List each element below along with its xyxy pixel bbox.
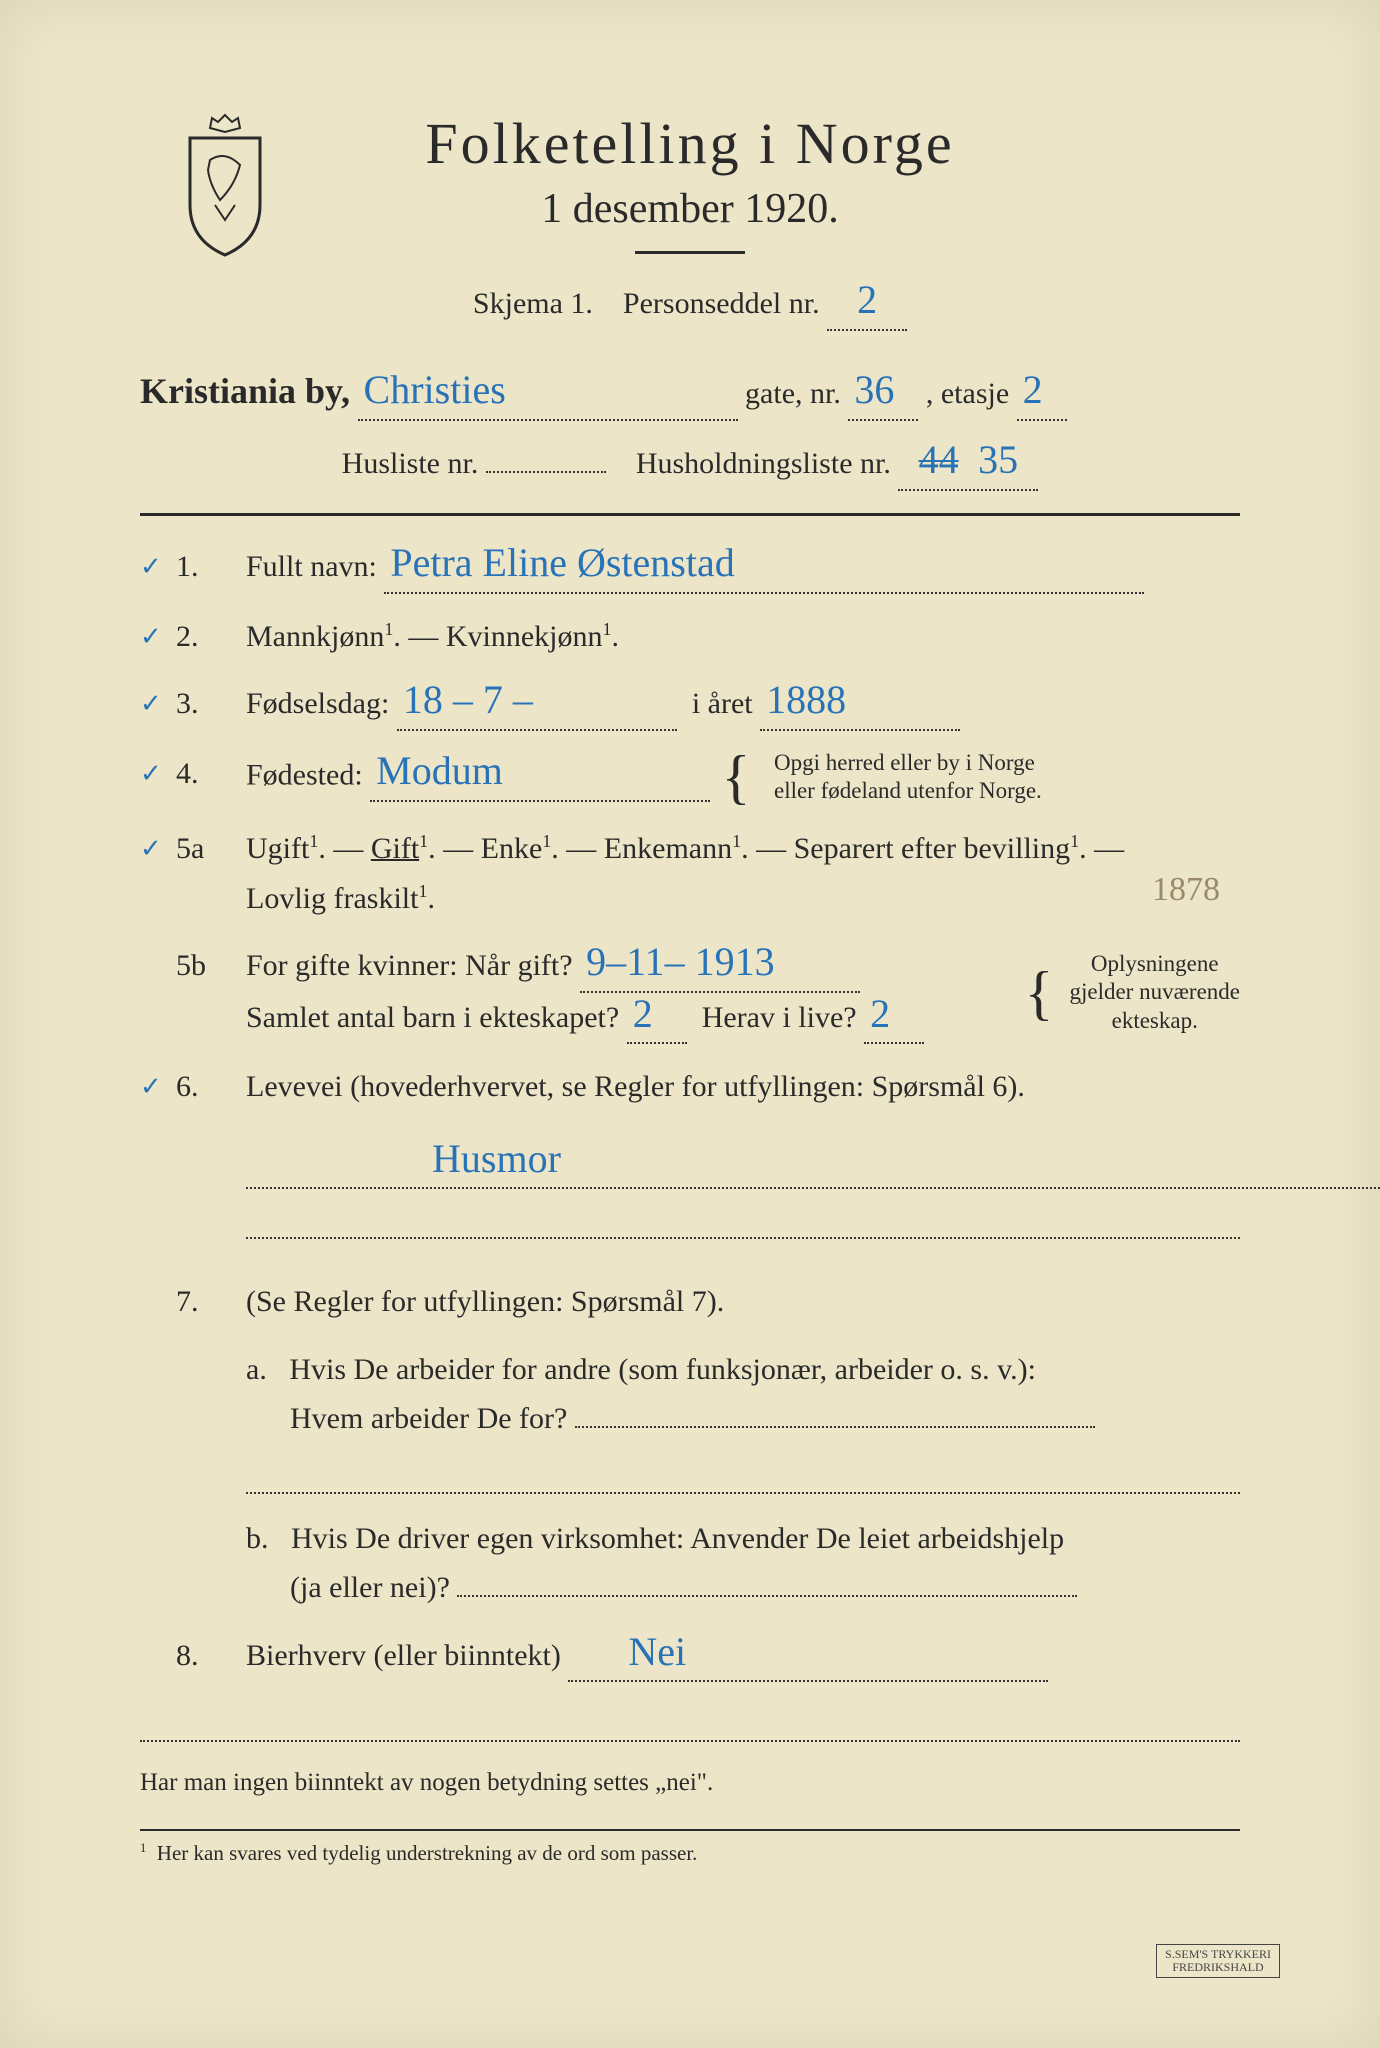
q5b-note: Oplysningene gjelder nuværende ekteskap.	[1069, 950, 1240, 1036]
opt-separert: Separert efter bevilling	[794, 832, 1071, 865]
address-line-2: Husliste nr. Husholdningsliste nr. 44 35	[140, 438, 1240, 491]
divider-top	[140, 513, 1240, 516]
q3-num: 3.	[176, 679, 246, 729]
q1-label: Fullt navn:	[246, 550, 377, 583]
skjema-label: Skjema 1.	[473, 287, 593, 320]
q2-kvinne: Kvinnekjønn	[446, 620, 603, 653]
q7-num: 7.	[176, 1277, 246, 1327]
q7a-text1: Hvis De arbeider for andre (som funksjon…	[289, 1353, 1036, 1386]
question-5b: 5b For gifte kvinner: Når gift? 9–11– 19…	[140, 941, 1240, 1044]
street-value: Christies	[358, 370, 512, 410]
question-3: ✓ 3. Fødselsdag: 18 – 7 – i året 1888	[140, 679, 1240, 731]
blank-line	[246, 1464, 1240, 1494]
footnote: 1 Her kan svares ved tydelig understrekn…	[140, 1841, 1240, 1866]
header: Folketelling i Norge 1 desember 1920. Sk…	[140, 110, 1240, 331]
opt-fraskilt: Lovlig fraskilt	[246, 882, 418, 915]
question-8: 8. Bierhverv (eller biinntekt) Nei	[140, 1631, 1240, 1683]
q4-note: Opgi herred eller by i Norge eller fødel…	[774, 749, 1042, 807]
content-area: Folketelling i Norge 1 desember 1920. Sk…	[100, 110, 1280, 1866]
q7b-label: b.	[246, 1522, 269, 1555]
question-6: ✓ 6. Levevei (hovederhvervet, se Regler …	[140, 1062, 1240, 1259]
question-2: ✓ 2. Mannkjønn1. — Kvinnekjønn1.	[140, 612, 1240, 662]
census-form-page: Folketelling i Norge 1 desember 1920. Sk…	[0, 0, 1380, 2048]
title-underline	[635, 251, 745, 254]
opt-enke: Enke	[481, 832, 543, 865]
question-1: ✓ 1. Fullt navn: Petra Eline Østenstad	[140, 542, 1240, 594]
check-mark-icon: ✓	[140, 749, 176, 796]
q5b-label2: Samlet antal barn i ekteskapet?	[246, 1001, 619, 1034]
blank-check	[140, 941, 176, 945]
q5b-married: 9–11– 1913	[580, 942, 781, 982]
q8-value: Nei	[568, 1632, 692, 1672]
margin-pencil-note: 1878	[1152, 862, 1220, 918]
q7a-text2: Hvem arbeider De for?	[290, 1402, 567, 1435]
q1-num: 1.	[176, 542, 246, 592]
husliste-label: Husliste nr.	[342, 447, 479, 480]
q1-value: Petra Eline Østenstad	[384, 543, 740, 583]
blank-check	[140, 1277, 176, 1281]
opt-gift-selected: Gift	[371, 832, 419, 865]
check-mark-icon: ✓	[140, 612, 176, 659]
q5a-num: 5a	[176, 824, 246, 874]
etasje-value: 2	[1017, 370, 1049, 410]
q5b-children-alive: 2	[864, 994, 896, 1034]
q6-num: 6.	[176, 1062, 246, 1112]
personseddel-nr: 2	[851, 280, 883, 320]
husholdning-label: Husholdningsliste nr.	[636, 447, 891, 480]
q7b-text2: (ja eller nei)?	[290, 1571, 450, 1604]
q5b-children-total: 2	[627, 994, 659, 1034]
question-5a: ✓ 5a Ugift1. — Gift1. — Enke1. — Enkeman…	[140, 824, 1240, 923]
address-line-1: Kristiania by, Christies gate, nr. 36 , …	[140, 361, 1240, 422]
q7a-label: a.	[246, 1353, 267, 1386]
foot-instruction: Har man ingen biinntekt av nogen betydni…	[140, 1762, 1240, 1805]
q6-label: Levevei (hovederhvervet, se Regler for u…	[246, 1070, 1025, 1103]
q8-num: 8.	[176, 1631, 246, 1681]
opt-enkemann: Enkemann	[604, 832, 732, 865]
sup: 1	[384, 619, 393, 639]
blank-line	[246, 1209, 1240, 1239]
q3-label: Fødselsdag:	[246, 687, 389, 720]
footnote-rule	[140, 1829, 1240, 1831]
q3-year-label: i året	[692, 687, 753, 720]
main-title: Folketelling i Norge	[140, 110, 1240, 177]
q3-year: 1888	[760, 680, 852, 720]
opt-ugift: Ugift	[246, 832, 309, 865]
printer-mark: S.SEM'S TRYKKERI FREDRIKSHALD	[1156, 1944, 1280, 1978]
question-7: 7. (Se Regler for utfyllingen: Spørsmål …	[140, 1277, 1240, 1613]
q7b-text1: Hvis De driver egen virksomhet: Anvender…	[291, 1522, 1064, 1555]
city-label: Kristiania by,	[140, 371, 350, 411]
husholdning-nr: 35	[972, 440, 1024, 480]
q5b-label1: For gifte kvinner: Når gift?	[246, 949, 573, 982]
personseddel-label: Personseddel nr.	[623, 287, 820, 320]
q2-mann: Mannkjønn	[246, 620, 384, 653]
skjema-line: Skjema 1. Personseddel nr. 2	[140, 278, 1240, 331]
q5b-num: 5b	[176, 941, 246, 991]
q4-value: Modum	[370, 751, 509, 791]
gate-nr: 36	[848, 370, 900, 410]
coat-of-arms-icon	[170, 110, 280, 260]
blank-check	[140, 1631, 176, 1635]
gate-label: gate, nr.	[745, 377, 841, 410]
check-mark-icon: ✓	[140, 542, 176, 589]
question-4: ✓ 4. Fødested: Modum { Opgi herred eller…	[140, 749, 1240, 807]
etasje-label: , etasje	[926, 377, 1009, 410]
q3-day: 18 – 7 –	[397, 680, 539, 720]
q7-label: (Se Regler for utfyllingen: Spørsmål 7).	[246, 1285, 724, 1318]
husholdning-struck: 44	[913, 440, 965, 480]
check-mark-icon: ✓	[140, 824, 176, 871]
subtitle-date: 1 desember 1920.	[140, 185, 1240, 233]
brace-icon: {	[722, 744, 751, 810]
blank-line	[140, 1712, 1240, 1742]
check-mark-icon: ✓	[140, 679, 176, 726]
q5b-label3: Herav i live?	[702, 1001, 857, 1034]
q4-label: Fødested:	[246, 758, 363, 791]
q6-value: Husmor	[426, 1139, 567, 1179]
q4-num: 4.	[176, 749, 246, 799]
q2-num: 2.	[176, 612, 246, 662]
q8-label: Bierhverv (eller biinntekt)	[246, 1639, 561, 1672]
check-mark-icon: ✓	[140, 1062, 176, 1109]
